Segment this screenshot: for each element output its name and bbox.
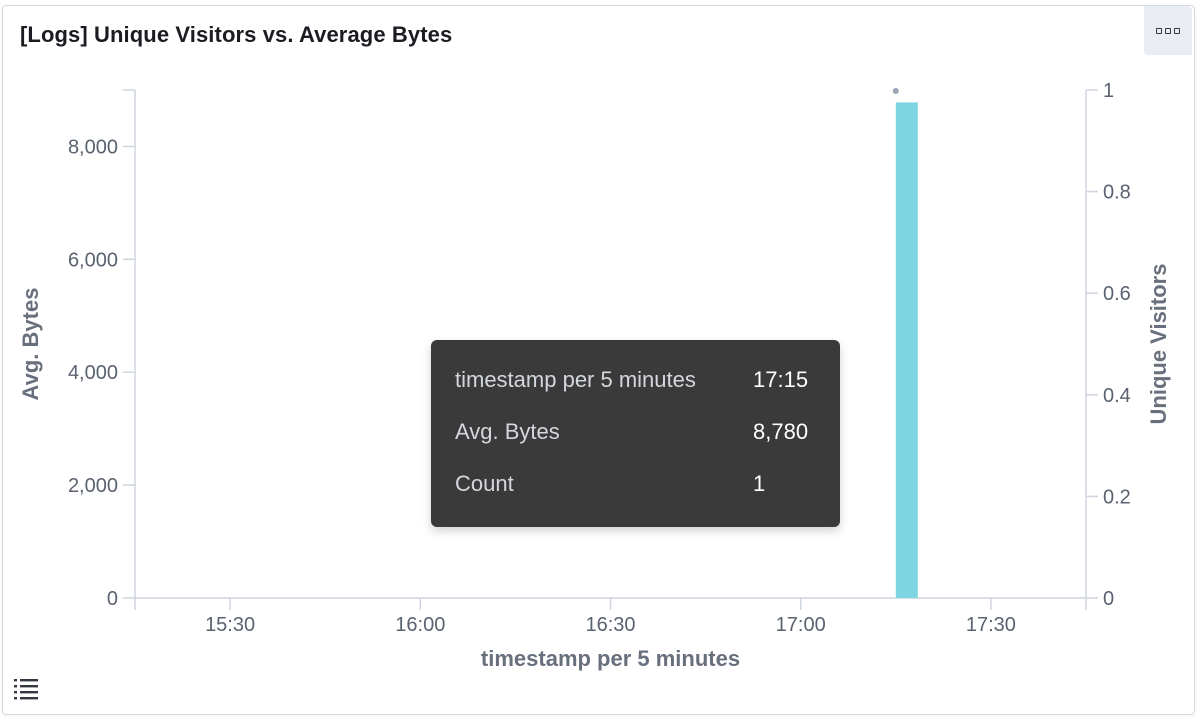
options-dot-icon bbox=[1174, 27, 1180, 34]
tooltip-row-avg-bytes: Avg. Bytes 8,780 bbox=[431, 419, 840, 471]
x-axis-title: timestamp per 5 minutes bbox=[481, 646, 740, 671]
y-left-tick-label: 0 bbox=[107, 588, 118, 610]
panel-options-button[interactable] bbox=[1144, 6, 1192, 55]
options-dot-icon bbox=[1156, 27, 1162, 34]
tooltip-label: Count bbox=[455, 471, 514, 496]
list-icon bbox=[14, 679, 38, 700]
y-right-tick-label: 0 bbox=[1103, 588, 1114, 610]
y-left-tick-label: 2,000 bbox=[68, 475, 118, 497]
x-tick-label: 16:00 bbox=[395, 614, 445, 636]
x-tick-label: 16:30 bbox=[585, 614, 635, 636]
y-right-tick-label: 0.8 bbox=[1103, 182, 1131, 204]
y-right-tick-label: 0.6 bbox=[1103, 283, 1131, 305]
y-left-tick-label: 4,000 bbox=[68, 362, 118, 384]
x-tick-label: 17:00 bbox=[776, 614, 826, 636]
options-dot-icon bbox=[1165, 27, 1171, 34]
y-axis-right-title: Unique Visitors bbox=[1146, 264, 1171, 425]
y-right-tick-label: 1 bbox=[1103, 80, 1114, 102]
tooltip-label: timestamp per 5 minutes bbox=[455, 367, 696, 392]
y-left-tick-label: 6,000 bbox=[68, 249, 118, 271]
y-right-tick-label: 0.4 bbox=[1103, 385, 1131, 407]
x-tick-label: 15:30 bbox=[205, 614, 255, 636]
tooltip-label: Avg. Bytes bbox=[455, 419, 560, 444]
tooltip-value: 17:15 bbox=[753, 367, 809, 392]
tooltip-row-count: Count 1 bbox=[431, 471, 840, 523]
y-left-tick-label: 8,000 bbox=[68, 136, 118, 158]
y-axis-left-title: Avg. Bytes bbox=[18, 288, 43, 401]
chart-tooltip: timestamp per 5 minutes 17:15 Avg. Bytes… bbox=[431, 340, 840, 527]
panel-title: [Logs] Unique Visitors vs. Average Bytes bbox=[20, 22, 453, 47]
tooltip-value: 8,780 bbox=[753, 419, 809, 444]
tooltip-value: 1 bbox=[753, 471, 766, 496]
x-tick-label: 17:30 bbox=[966, 614, 1016, 636]
y-right-tick-label: 0.2 bbox=[1103, 486, 1131, 508]
point-unique-visitors bbox=[892, 88, 899, 94]
tooltip-row-timestamp: timestamp per 5 minutes 17:15 bbox=[431, 367, 840, 419]
legend-toggle-button[interactable] bbox=[13, 676, 39, 702]
bar-avg-bytes bbox=[895, 102, 918, 598]
